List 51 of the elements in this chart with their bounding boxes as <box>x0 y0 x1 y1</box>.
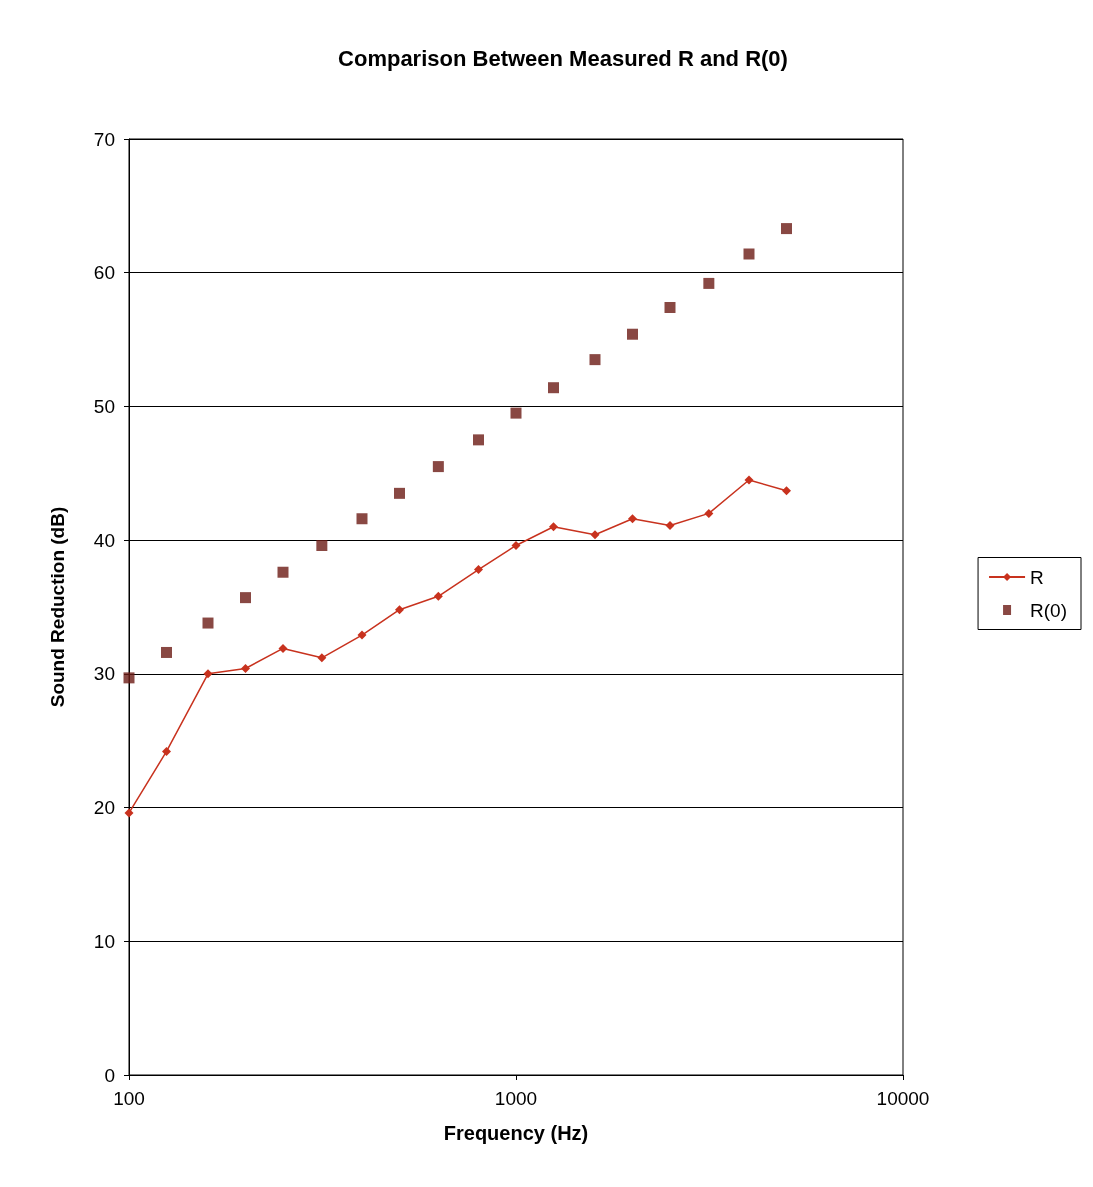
point <box>627 328 638 340</box>
point <box>664 301 676 313</box>
point <box>743 248 755 260</box>
y-tick-label: 40 <box>93 529 115 551</box>
point <box>548 382 559 394</box>
point <box>781 223 792 235</box>
point <box>394 487 405 499</box>
point <box>123 672 135 684</box>
chart-title: Comparison Between Measured R and R(0) <box>338 45 788 71</box>
y-tick-label: 0 <box>104 1064 115 1086</box>
point <box>665 520 675 530</box>
y-tick-label: 70 <box>93 128 115 150</box>
point <box>704 508 714 518</box>
point <box>474 565 483 575</box>
point <box>590 530 600 540</box>
legend-label: R <box>1030 566 1044 588</box>
point <box>782 486 791 496</box>
point <box>317 653 327 663</box>
x-tick-label: 1000 <box>494 1088 538 1109</box>
point <box>511 540 521 550</box>
point <box>433 591 443 601</box>
legend-label: R(0) <box>1030 599 1068 621</box>
point <box>278 643 288 653</box>
point <box>473 434 484 446</box>
point <box>703 277 715 289</box>
point <box>744 475 754 485</box>
y-tick-label: 10 <box>93 930 115 952</box>
x-tick-label: 100 <box>113 1088 145 1109</box>
y-tick-label: 50 <box>93 395 115 417</box>
point <box>277 566 289 578</box>
point <box>589 354 601 366</box>
point <box>241 664 250 674</box>
point <box>432 461 444 473</box>
y-axis-title: Sound Reduction (dB) <box>47 506 68 708</box>
point <box>240 592 251 604</box>
point <box>316 539 328 551</box>
y-tick-label: 60 <box>93 262 115 284</box>
point <box>510 407 522 419</box>
y-tick-label: 30 <box>93 663 115 685</box>
point <box>357 630 367 640</box>
point <box>356 513 368 525</box>
point <box>162 746 171 756</box>
point <box>161 646 172 658</box>
point <box>202 617 214 629</box>
point <box>549 522 558 532</box>
point <box>203 669 213 679</box>
point <box>395 605 404 615</box>
y-tick-label: 20 <box>93 797 115 819</box>
x-axis-title: Frequency (Hz) <box>443 1122 589 1144</box>
point <box>628 514 637 524</box>
x-tick-label: 10000 <box>876 1088 930 1109</box>
